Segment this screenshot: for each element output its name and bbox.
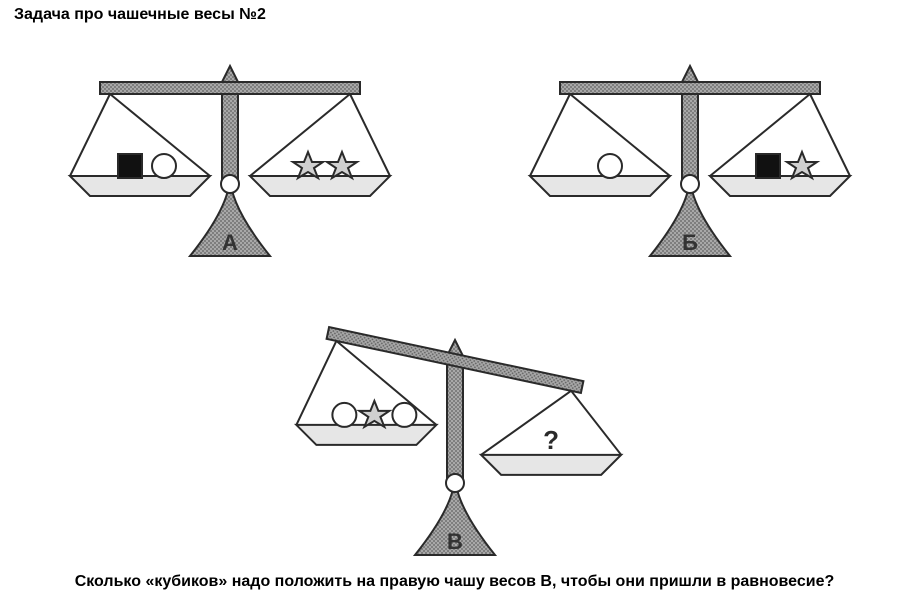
scale-A: А [40, 36, 420, 271]
right-pan: ? [481, 391, 621, 475]
right-pan [710, 94, 850, 196]
star-icon [327, 152, 357, 178]
question-text: Сколько «кубиков» надо положить на праву… [0, 573, 909, 591]
star-icon [787, 152, 817, 178]
circle-icon [598, 154, 622, 178]
circle-icon [332, 403, 356, 427]
page-title: Задача про чашечные весы №2 [14, 6, 266, 24]
circle-icon [392, 403, 416, 427]
scale-pillar [682, 86, 698, 186]
scale-C: ? В [265, 300, 645, 575]
question-mark: ? [543, 425, 559, 455]
square-icon [118, 154, 142, 178]
left-pan [70, 94, 210, 196]
square-icon [756, 154, 780, 178]
left-pan [530, 94, 670, 196]
scale-B: Б [500, 36, 880, 271]
star-icon [293, 152, 323, 178]
scale-label: А [222, 230, 238, 255]
scale-pillar [447, 360, 463, 485]
scale-pillar [222, 86, 238, 186]
star-icon [359, 401, 389, 427]
scale-pivot [446, 474, 464, 492]
scale-label: В [447, 529, 463, 554]
right-pan [250, 94, 390, 196]
scale-pivot [221, 175, 239, 193]
circle-icon [152, 154, 176, 178]
scale-pivot [681, 175, 699, 193]
scale-label: Б [682, 230, 698, 255]
